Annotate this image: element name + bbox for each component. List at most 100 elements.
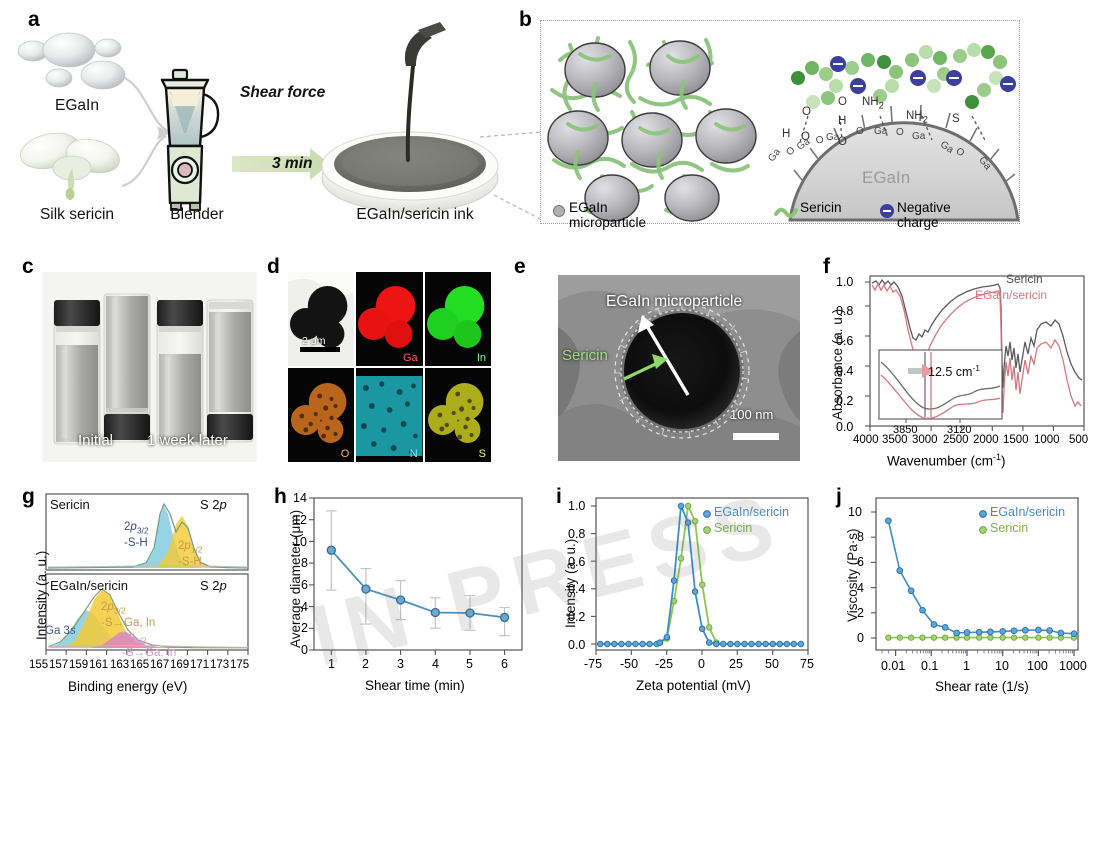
panel-connector-lines [479,131,543,221]
panel-a-label: a [28,8,40,31]
eds-label-In: In [476,352,486,364]
panel-b-group-H2: H [838,115,847,127]
ftir-chart [865,275,1085,431]
viscosity-ytick-6: 6 [857,555,864,569]
zeta-xtick-0: 0 [698,657,705,671]
ftir-xtick-3000: 3000 [912,434,938,446]
panel-b-group-O3: O [838,96,847,108]
zeta-ytick-0.8: 0.8 [568,527,586,541]
panel-a-ink-label: EGaIn/sericin ink [356,206,474,223]
zeta-legend-label-egain: EGaIn/sericin [714,505,790,519]
diameter-ytick-12: 12 [293,513,307,527]
ftir-xtick-1000: 1000 [1034,434,1060,446]
diameter-ytick-4: 4 [301,600,308,614]
zeta-legend-marker-sericin [703,526,711,534]
panel-b-group-NH2-1: NH2 [862,96,884,112]
panel-b-illustration [547,36,1020,222]
xps-x-ticks [45,650,249,655]
ftir-x-axis-label: Wavenumber (cm-1) [887,452,1006,469]
zeta-x-axis-label: Zeta potential (mV) [636,678,751,693]
diameter-ytick-0: 0 [301,643,308,657]
xps-xtick-155: 155 [29,659,49,671]
green-chain-icon [774,207,798,218]
panel-b-legend: EGaIn microparticle Sericin Negative cha… [552,200,1012,230]
ftir-xtick-500: 500 [1069,434,1089,446]
viscosity-xtick-0.01: 0.01 [881,659,906,673]
panel-b-surface-O-3: O [856,126,864,137]
xps-xtick-161: 161 [89,659,109,671]
viscosity-xtick-0.1: 0.1 [921,659,939,673]
panel-i-label: i [556,485,562,508]
legend-label-charge: Negative charge [897,200,951,230]
xps-xtick-163: 163 [110,659,130,671]
ftir-xtick-3500: 3500 [882,434,908,446]
egain-surface-diagram [788,43,1020,222]
eds-map-O [288,368,355,462]
zeta-legend-label-sericin: Sericin [714,521,753,535]
ftir-legend-egain: EGaIn/sericin [975,288,1048,302]
panel-b-group-H1: H [782,128,791,140]
panel-b-surface-Ga-3: Ga [826,132,840,143]
zeta-ytick-1.0: 1.0 [568,499,586,513]
panel-b-label: b [519,8,532,31]
viscosity-ytick-4: 4 [857,581,864,595]
diameter-xtick-1: 1 [328,657,335,671]
viscosity-legend-label-sericin: Sericin [990,521,1029,535]
zeta-x-ticks [595,650,809,655]
ftir-xtick-2500: 2500 [943,434,969,446]
eds-map-S [424,368,491,462]
diameter-xtick-5: 5 [466,657,473,671]
xps-subplot-title-sericin: Sericin [50,497,90,512]
viscosity-xtick-10: 10 [995,659,1009,673]
tem-particle-image [558,275,800,461]
vial-initial-inverted [103,293,151,443]
legend-label-sericin: Sericin [800,200,842,215]
zeta-legend: EGaIn/sericin Sericin [702,505,812,539]
panel-e-scalebar-label: 100 nm [730,407,774,422]
legend-label-microparticle: EGaIn microparticle [569,200,647,230]
zeta-ytick-0.2: 0.2 [568,610,586,624]
vials-photo [42,272,257,462]
zeta-ytick-0.6: 0.6 [568,555,586,569]
diameter-xtick-4: 4 [432,657,439,671]
panel-e-annotation-sericin: Sericin [562,347,608,364]
xps-xtick-175: 175 [230,659,250,671]
ftir-ytick-0.0: 0.0 [836,420,854,434]
eds-label-Ga: Ga [402,352,418,364]
eds-label-O: O [340,448,350,460]
xps-xtick-173: 173 [210,659,230,671]
eds-label-N: N [409,448,418,460]
xps-xtick-171: 171 [190,659,210,671]
viscosity-y-ticks [871,511,876,639]
ftir-x-ticks [869,426,1085,431]
blue-minus-icon [880,204,894,218]
zeta-ytick-0.0: 0.0 [568,638,586,652]
panel-f [832,268,1094,468]
panel-e-label: e [514,255,526,278]
panel-h-label: h [274,485,287,508]
viscosity-y-axis-label: Viscosity (Pa·s) [845,528,860,622]
ftir-inset-shift-arrow [908,364,934,378]
xps-subplot-sericin-frame [45,493,249,571]
viscosity-legend-marker-egain [979,510,987,518]
panel-g-label: g [22,485,35,508]
diameter-xtick-3: 3 [397,657,404,671]
diameter-x-axis-label: Shear time (min) [365,678,465,693]
xps-chart [45,493,249,655]
panel-b-group-S: S [952,113,960,125]
flow-arrowhead [157,126,170,140]
viscosity-legend: EGaIn/sericin Sericin [978,505,1088,539]
ftir-ytick-0.8: 0.8 [836,304,854,318]
xps-xtick-169: 169 [170,659,190,671]
ftir-legend-sericin: Sericin [1006,272,1043,286]
eds-tile-tem: 2 μm [288,272,355,366]
ftir-xtick-1500: 1500 [1003,434,1029,446]
viscosity-ytick-10: 10 [848,505,862,519]
ftir-inset-annotation: 12.5 cm-1 [928,363,981,380]
viscosity-ytick-8: 8 [857,530,864,544]
xps-x-axis-label: Binding energy (eV) [68,679,188,694]
ftir-series-sericin [871,278,1083,389]
panel-c-photo: Initial 1 week later [42,272,257,462]
panel-b-group-NH2-2: NH2 [906,110,928,126]
ftir-ytick-0.6: 0.6 [836,334,854,348]
